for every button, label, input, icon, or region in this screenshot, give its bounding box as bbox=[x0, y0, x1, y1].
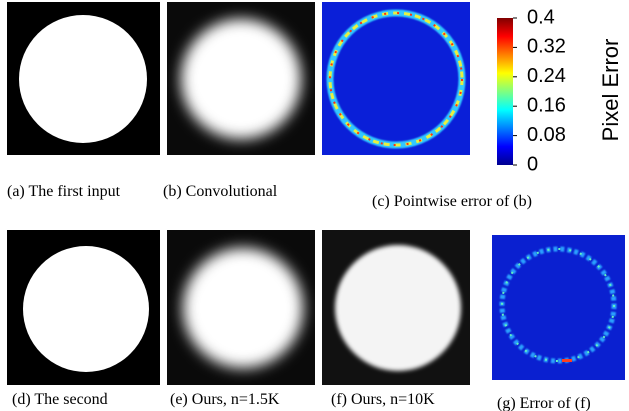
tick-label: 0.24 bbox=[527, 65, 566, 87]
caption: (f) Ours, n=10K bbox=[331, 391, 435, 408]
disc bbox=[23, 246, 149, 372]
colorbar bbox=[497, 18, 513, 165]
tick-label: 0.16 bbox=[527, 94, 566, 116]
image-g bbox=[492, 235, 625, 380]
error-spot bbox=[562, 359, 572, 362]
caption: (d) The second bbox=[12, 391, 108, 408]
figure: Pixel Error (a) The first input (b) Conv… bbox=[0, 0, 629, 411]
page: {"captions":{"a":"(a) The first input","… bbox=[0, 0, 629, 411]
blurred-disc bbox=[181, 19, 301, 139]
disc bbox=[19, 15, 147, 143]
caption: (c) Pointwise error of (b) bbox=[372, 193, 532, 210]
tick-label: 0.08 bbox=[527, 124, 566, 146]
disc bbox=[335, 245, 461, 371]
tick-label: 0 bbox=[527, 153, 538, 175]
blurred-disc bbox=[183, 248, 303, 368]
image-c bbox=[322, 2, 470, 155]
caption: (b) Convolutional bbox=[163, 183, 278, 200]
tick-label: 0.4 bbox=[527, 6, 555, 28]
colorbar-label: Pixel Error bbox=[598, 39, 623, 142]
caption: (a) The first input bbox=[7, 183, 121, 200]
tick-label: 0.32 bbox=[527, 36, 566, 58]
caption: (e) Ours, n=1.5K bbox=[170, 391, 280, 408]
caption: (g) Error of (f) bbox=[497, 395, 591, 411]
